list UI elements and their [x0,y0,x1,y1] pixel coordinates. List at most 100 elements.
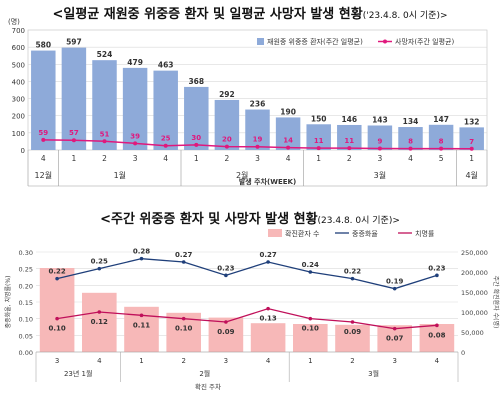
severity-point [97,266,102,271]
death-value-label: 57 [69,129,79,137]
month-group-label: 4월 [465,170,477,180]
x-tick-label: 4 [435,357,440,365]
y-left-tick-label: 0.10 [19,316,33,324]
bar [292,324,328,352]
chart-title-sub: (23.4.8. 0시 기준)> [317,216,400,226]
fatality-point [350,320,355,324]
severity-value-label: 0.23 [217,264,234,272]
x-tick-label: 1 [469,154,474,163]
x-tick-label: 4 [163,154,168,163]
severity-point [55,276,59,281]
bar [61,47,87,150]
bar-value-label: 132 [464,117,480,126]
y-tick-label: 0 [21,147,25,155]
death-point [286,145,291,150]
chart-title-sub: ('23.4.8. 0시 기준)> [362,11,448,21]
fatality-point [224,320,228,324]
severity-point [266,260,270,264]
legend-bar-swatch [257,38,264,45]
bar-value-label: 479 [127,58,143,67]
x-tick-label: 1 [316,154,321,163]
x-tick-label: 2 [181,357,185,365]
bar-value-label: 368 [188,77,204,86]
fatality-value-label: 0.09 [217,328,234,336]
bar [39,268,75,352]
death-value-label: 7 [469,138,474,146]
bar [367,125,393,150]
y-left-tick-label: 0.25 [19,266,33,274]
x-axis-title: 발생 주차(WEEK) [239,177,296,186]
y-left-tick-label: 0.30 [19,249,33,257]
severity-point [224,273,228,278]
fatality-value-label: 0.07 [386,335,403,343]
bar [250,323,286,352]
chart-svg-bottom: 0.00 0.05 0.10 0.15 0.20 0.25 0.30 0 50,000 100,0… [4,229,500,391]
severity-value-label: 0.19 [386,278,403,286]
severity-value-label: 0.27 [259,251,276,259]
y-right-tick-label: 250,000 [461,249,488,257]
x-tick-label: 2 [350,357,354,365]
legend-severity-label: 중증화율 [352,230,378,238]
fatality-series-line [56,307,437,330]
bar [122,67,148,150]
y-tick-label: 500 [12,61,25,69]
bar [398,127,423,150]
fatality-point [392,326,397,331]
severity-value-label: 0.23 [428,264,445,272]
severity-value-label: 0.24 [302,261,319,269]
month-group-label: 12월 [35,170,53,180]
bar-value-label: 134 [403,117,419,126]
legend-fatality-label: 치명률 [415,229,435,238]
y-tick-label: 200 [12,113,25,121]
x-tick-label: 3 [55,357,59,365]
y-right-axis-title: 주간 확진환자 수(명) [492,276,500,329]
bar [337,124,362,150]
y-tick-label: 400 [12,78,25,86]
y-left-tick-label: 0.00 [19,349,33,357]
death-point [347,146,352,151]
severity-value-label: 0.27 [175,251,192,259]
fatality-point [181,316,186,321]
death-point [102,139,107,144]
legend-bar-label: 재원중 위중증 환자(주간 일평균) [267,37,363,46]
bar [306,124,331,150]
death-value-label: 25 [161,135,171,143]
fatality-point [308,316,313,321]
bar-value-label: 292 [219,90,235,99]
month-group-label: 2월 [236,170,248,180]
legend-line-label: 사망자(주간 일평균) [395,37,454,46]
x-tick-label: 1 [72,154,77,163]
severity-point [308,270,313,274]
bar-value-label: 147 [433,115,449,124]
x-tick-label: 3 [392,357,396,365]
death-value-label: 30 [191,134,201,142]
severity-point [392,286,397,291]
bar-value-label: 143 [372,115,388,124]
y-tick-label: 300 [12,96,25,104]
bar [459,127,484,150]
death-point [224,144,229,149]
y-right-tick-label: 100,000 [461,309,488,317]
severity-point [350,276,355,281]
bar-value-label: 580 [35,41,51,50]
month-group-label: 2월 [199,369,210,378]
x-tick-label: 1 [308,357,312,365]
fatality-point [266,306,270,311]
death-point [439,146,444,151]
fatality-point [97,310,102,314]
bar [153,70,178,150]
severity-series-line [56,258,438,290]
chart-panel-top: <일평균 재원중 위중증 환자 및 일평균 사망자 발생 현황('23.4.8.… [0,0,500,200]
legend-bar-swatch [268,229,282,237]
bar [428,124,454,150]
severity-value-label: 0.22 [344,268,361,276]
severity-value-label: 0.28 [133,248,150,256]
bar-value-label: 463 [158,61,174,70]
x-tick-label: 4 [408,154,413,163]
y-right-tick-label: 0 [461,349,465,357]
bar [92,60,117,150]
y-right-tick-label: 50,000 [461,329,484,337]
x-tick-label: 4 [266,357,271,365]
fatality-value-label: 0.10 [302,325,319,333]
fatality-value-label: 0.12 [91,318,108,326]
